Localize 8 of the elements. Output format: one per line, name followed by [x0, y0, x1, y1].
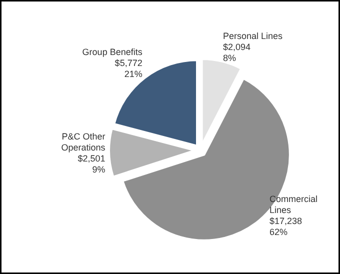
data-label: $17,238 62%: [269, 216, 302, 237]
slice-label: Group Benefits: [82, 46, 143, 57]
slice-label: P&C Other Operations: [61, 131, 106, 152]
data-label: $2,501 9%: [78, 153, 106, 174]
data-label: $2,094 8%: [222, 42, 251, 63]
data-label: $5,772 21%: [114, 58, 142, 79]
slice-label: Commercial Lines: [269, 194, 318, 215]
slice-label: Personal Lines: [222, 30, 284, 41]
